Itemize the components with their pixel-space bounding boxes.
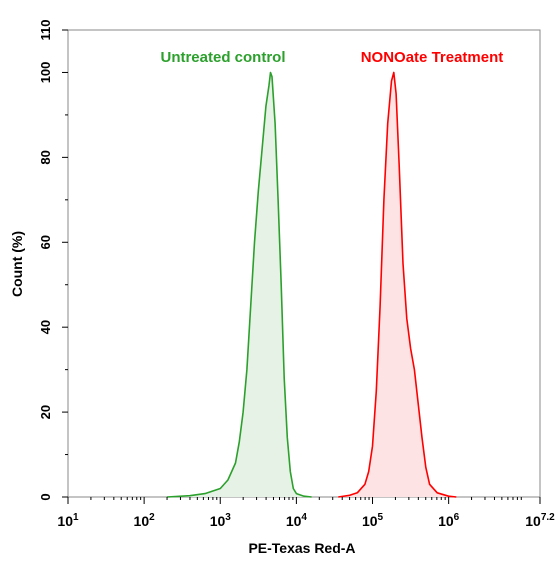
y-tick-label: 80: [38, 150, 53, 164]
series-area-1: [167, 72, 312, 497]
y-tick-label: 60: [38, 235, 53, 249]
plot-frame: [67, 29, 541, 498]
y-tick-label: 40: [38, 320, 53, 334]
legend-label-1: Untreated control: [160, 49, 285, 66]
y-tick-label: 20: [38, 405, 53, 419]
series-line-2: [338, 71, 457, 498]
x-tick-label: 103: [210, 512, 232, 529]
series-line-1: [166, 71, 312, 498]
x-axis-title: PE-Texas Red-A: [248, 540, 355, 556]
x-axis: 101 102 103 104 105 106 107.2: [57, 497, 555, 529]
x-tick-label: 101: [57, 512, 79, 529]
y-axis-title: Count (%): [9, 231, 25, 297]
series-layer: [166, 71, 457, 498]
x-tick-label: 106: [438, 512, 460, 529]
y-tick-label: 0: [38, 493, 53, 500]
x-tick-label: 104: [286, 512, 308, 529]
y-tick-label: 100: [38, 62, 53, 84]
x-tick-label: 105: [362, 512, 384, 529]
y-axis: 0 20 40 60 80 100 110: [38, 20, 68, 501]
legend: Untreated control NONOate Treatment: [160, 49, 503, 66]
x-tick-label: 107.2: [525, 512, 555, 529]
legend-label-2: NONOate Treatment: [361, 49, 504, 66]
y-tick-label: 110: [38, 20, 53, 41]
series-area-2: [338, 72, 457, 497]
x-tick-label: 102: [134, 512, 156, 529]
